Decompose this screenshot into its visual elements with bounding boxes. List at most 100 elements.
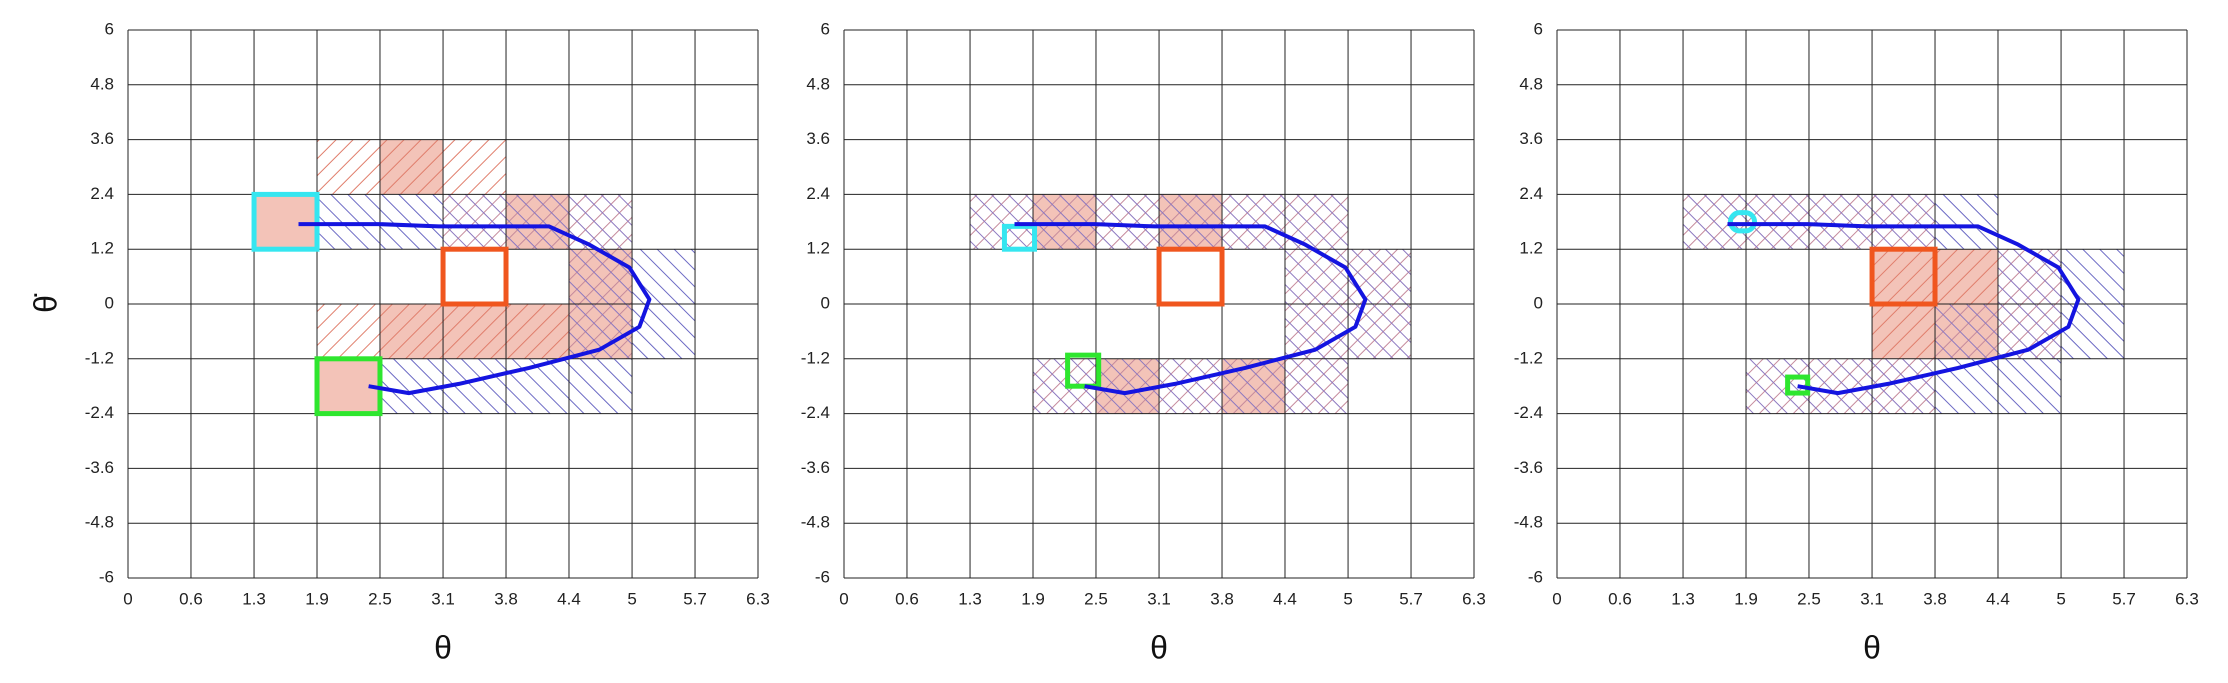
y-tick-label: 1.2 [90, 239, 114, 258]
region-box [1869, 246, 1938, 307]
region-box [1156, 246, 1225, 307]
cell-hatch [1935, 194, 1998, 250]
x-tick-label: 0 [1552, 589, 1561, 608]
x-tick-label: 5 [627, 589, 636, 608]
y-tick-label: -3.6 [85, 458, 114, 477]
x-tick-label: 3.1 [1860, 589, 1884, 608]
cell-hatch [1159, 194, 1223, 250]
x-tick-label: 5.7 [2112, 589, 2136, 608]
y-tick-label: 2.4 [806, 184, 830, 203]
trajectory [1014, 222, 1368, 396]
cell-hatch [2061, 249, 2125, 304]
x-tick-label: 0.6 [179, 589, 203, 608]
x-tick-label: 0 [839, 589, 848, 608]
y-tick-label: 4.8 [90, 74, 114, 93]
x-tick-label: 6.3 [1462, 589, 1486, 608]
region-box [1727, 210, 1758, 234]
y-tick-label: 1.2 [1519, 239, 1543, 258]
cell-hatch [379, 139, 444, 195]
x-tick-label: 1.9 [1021, 589, 1045, 608]
y-tick-label: 2.4 [90, 184, 114, 203]
x-tick-label: 3.8 [494, 589, 518, 608]
x-axis-label: θ [1863, 629, 1881, 665]
region-box [251, 191, 320, 252]
y-tick-label: 2.4 [1519, 184, 1543, 203]
x-axis-label: θ [1150, 629, 1168, 665]
panel: 0 0.6 1.3 1.9 2.5 3.1 3.8 4.4 5 5.7 6.3 -6 -4.8 -3.6 -… [27, 19, 769, 665]
x-tick-label: 5 [2056, 589, 2065, 608]
cell-hatch [1683, 194, 1747, 250]
cell-hatch [970, 194, 1034, 250]
cell-hatch [2061, 304, 2125, 359]
y-tick-label: -1.2 [801, 348, 830, 367]
x-tick-label: 3.1 [1147, 589, 1171, 608]
y-tick-label: -6 [1528, 567, 1543, 586]
cell-hatch [568, 358, 633, 414]
cell-hatch [506, 358, 569, 414]
cell-hatch [1872, 304, 1936, 359]
y-tick-label: -4.8 [1514, 513, 1543, 532]
y-tick-label: 3.6 [806, 129, 830, 148]
cell-hatch [632, 304, 696, 359]
x-tick-label: 4.4 [557, 589, 581, 608]
x-tick-label: 6.3 [746, 589, 770, 608]
x-tick-label: 5 [1343, 589, 1352, 608]
y-tick-label: 4.8 [1519, 74, 1543, 93]
cell-hatch [1872, 194, 1936, 250]
x-tick-label: 1.9 [305, 589, 329, 608]
cell-hatch [1997, 249, 2062, 304]
cell-hatch [506, 194, 569, 250]
cell-hatch [1033, 194, 1096, 250]
cell-hatch [1935, 249, 1998, 304]
y-tick-label: 6 [821, 19, 830, 38]
y-tick-label: 6 [1534, 19, 1543, 38]
cell-hatch [1222, 358, 1285, 414]
y-tick-label: 1.2 [806, 239, 830, 258]
cell-fill [254, 194, 318, 250]
y-tick-label: -4.8 [801, 513, 830, 532]
panel: 0 0.6 1.3 1.9 2.5 3.1 3.8 4.4 5 5.7 6.3 -6 -4.8 -3.6 -… [1514, 19, 2199, 665]
cell-hatch [1284, 358, 1349, 414]
x-tick-label: 5.7 [683, 589, 707, 608]
cell-hatch [1348, 249, 1412, 304]
x-tick-label: 1.9 [1734, 589, 1758, 608]
cell-hatch [443, 194, 507, 250]
region-box [1785, 374, 1811, 396]
trajectory [298, 222, 652, 396]
y-tick-label: -3.6 [801, 458, 830, 477]
cell-hatch [1095, 358, 1160, 414]
cell-hatch [379, 304, 444, 359]
y-tick-label: -6 [99, 567, 114, 586]
region-box [440, 246, 509, 307]
y-tick-label: -2.4 [801, 403, 830, 422]
cell-hatch [506, 304, 569, 359]
cell-hatch [568, 249, 633, 304]
x-tick-label: 6.3 [2175, 589, 2199, 608]
region-box [1065, 352, 1102, 389]
x-tick-label: 0 [123, 589, 132, 608]
cell-hatch [1348, 304, 1412, 359]
y-tick-label: 0 [1534, 293, 1543, 312]
region-box [1001, 223, 1038, 252]
cell-hatch [1095, 194, 1160, 250]
y-tick-label: -2.4 [1514, 403, 1543, 422]
x-tick-label: 1.3 [958, 589, 982, 608]
cell-hatch [1872, 249, 1936, 304]
y-tick-label: -3.6 [1514, 458, 1543, 477]
x-tick-label: 2.5 [1084, 589, 1108, 608]
cell-hatch [1935, 358, 1998, 414]
x-tick-label: 1.3 [242, 589, 266, 608]
cell-hatch [317, 304, 380, 359]
cell-hatch [379, 358, 444, 414]
y-tick-label: 3.6 [1519, 129, 1543, 148]
cell-hatch [379, 194, 444, 250]
y-tick-label: -1.2 [85, 348, 114, 367]
y-tick-label: 6 [105, 19, 114, 38]
cell-hatch [317, 139, 380, 195]
trajectory [1727, 222, 2081, 396]
y-tick-label: 0 [105, 293, 114, 312]
cell-hatch [1808, 358, 1873, 414]
y-tick-label: 4.8 [806, 74, 830, 93]
x-tick-label: 5.7 [1399, 589, 1423, 608]
